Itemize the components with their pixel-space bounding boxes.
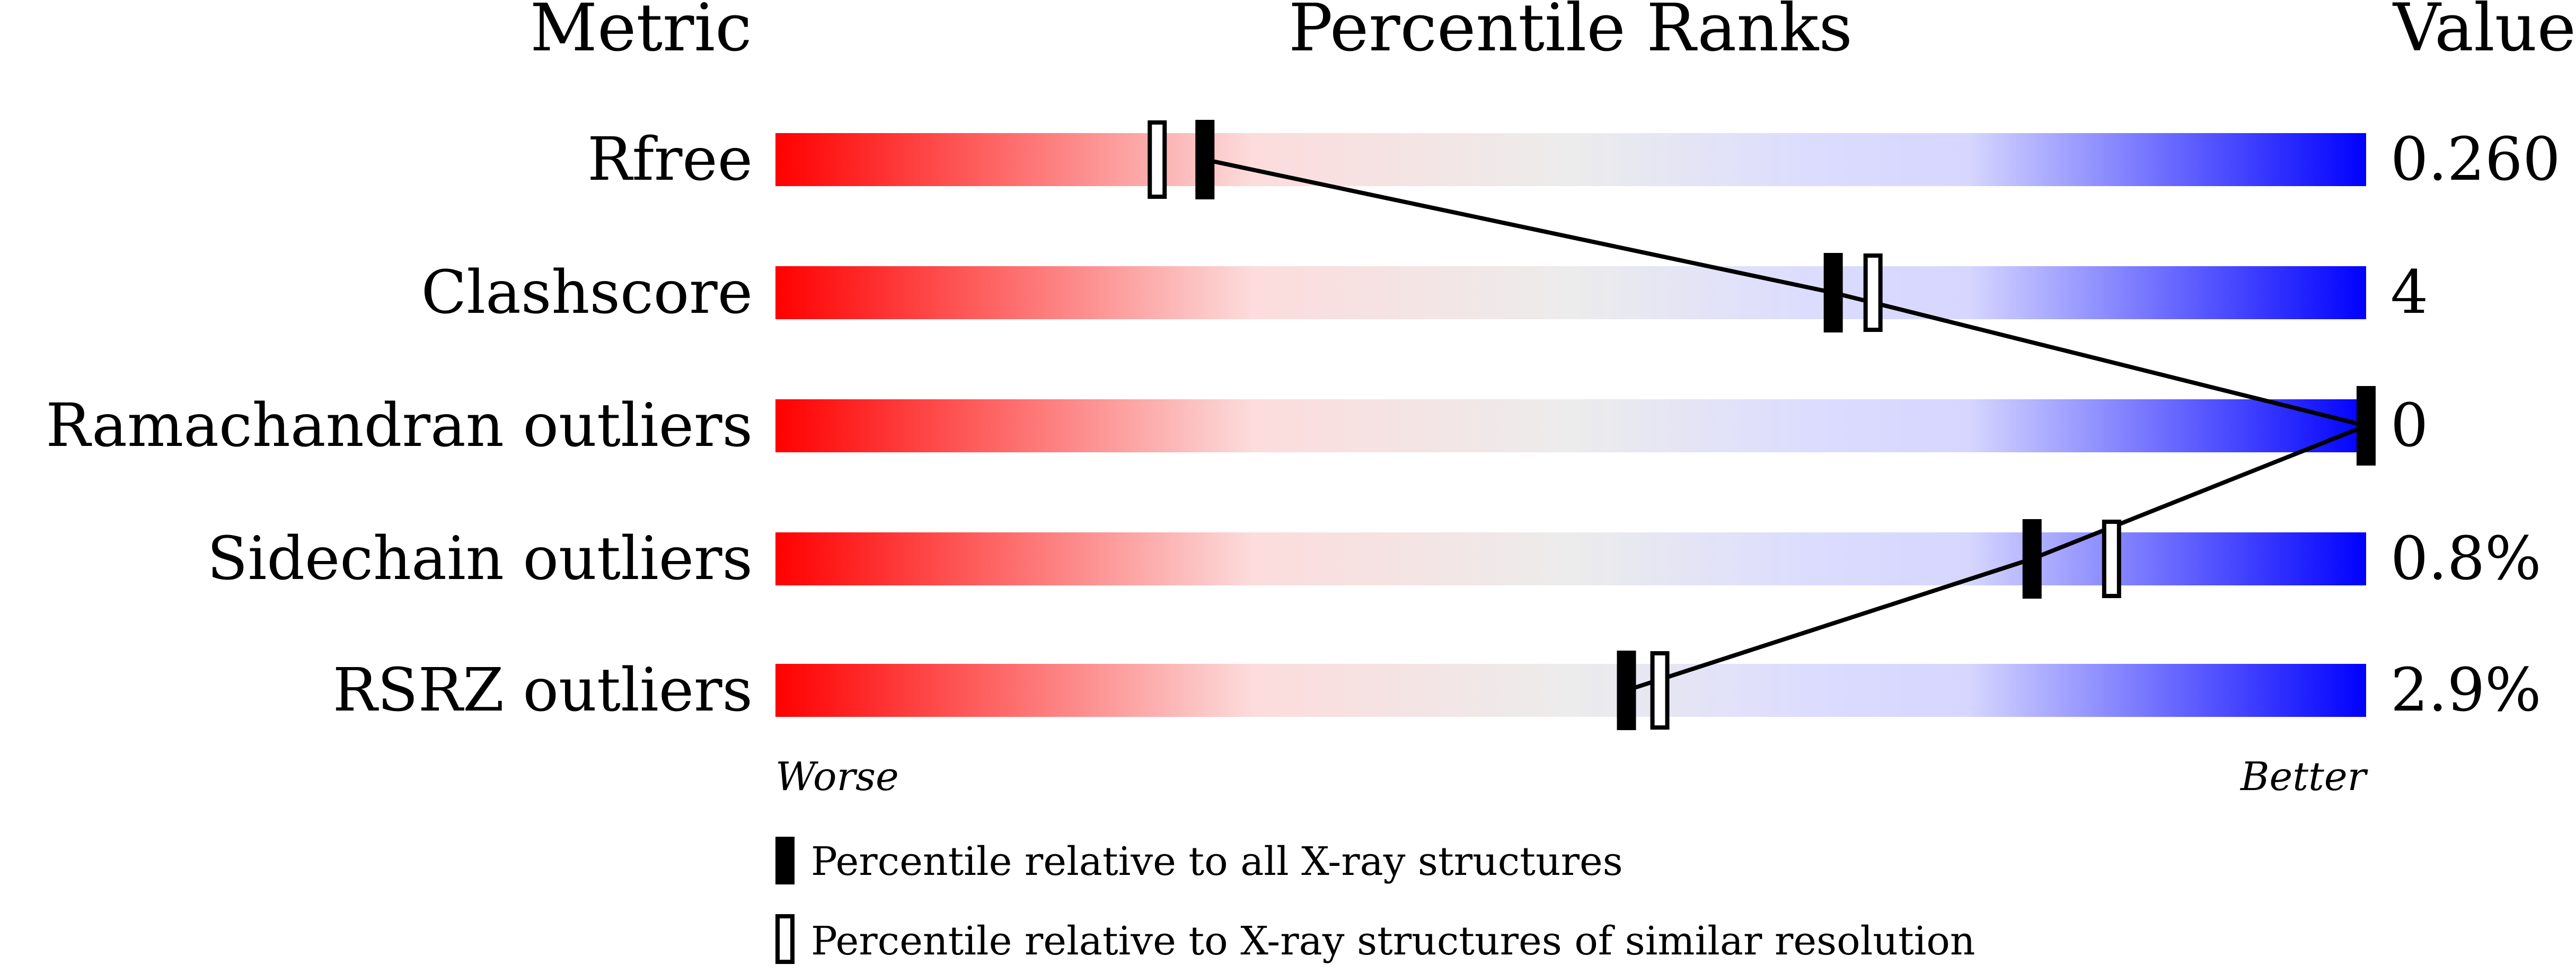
- similar-resolution-marker: [2102, 520, 2121, 598]
- percentile-bar: [775, 532, 2366, 585]
- metric-label: Clashscore: [421, 258, 753, 327]
- all-structures-marker: [2022, 519, 2042, 599]
- metric-label: Rfree: [587, 125, 753, 194]
- similar-resolution-marker: [1148, 120, 1167, 199]
- all-structures-marker: [1617, 651, 1636, 730]
- header-metric: Metric: [530, 0, 752, 66]
- all-structures-marker: [1195, 120, 1215, 199]
- metric-value: 0: [2390, 391, 2428, 460]
- metric-label: Sidechain outliers: [207, 524, 753, 593]
- metric-value: 2.9%: [2390, 656, 2542, 725]
- metric-value: 0.8%: [2390, 524, 2542, 593]
- percentile-bar: [775, 399, 2366, 452]
- metric-label: Ramachandran outliers: [46, 391, 753, 460]
- legend-filled-label: Percentile relative to all X-ray structu…: [811, 839, 1623, 884]
- header-value: Value: [2392, 0, 2576, 66]
- all-structures-marker: [1823, 253, 1843, 332]
- header-percentile-ranks: Percentile Ranks: [1289, 0, 1852, 66]
- percentile-bar: [775, 664, 2366, 717]
- percentile-bar: [775, 266, 2366, 319]
- similar-resolution-marker: [1650, 651, 1670, 730]
- all-structures-marker: [2357, 386, 2376, 466]
- metric-value: 4: [2390, 258, 2428, 327]
- axis-worse-label: Worse: [775, 754, 899, 800]
- legend-filled-marker: [775, 837, 795, 884]
- similar-resolution-marker: [1863, 253, 1883, 332]
- axis-better-label: Better: [2239, 754, 2368, 800]
- legend-open-label: Percentile relative to X-ray structures …: [811, 918, 1975, 964]
- percentile-bar: [775, 133, 2366, 186]
- legend-open-marker: [775, 914, 795, 964]
- metric-value: 0.260: [2390, 125, 2561, 194]
- metric-label: RSRZ outliers: [333, 656, 753, 725]
